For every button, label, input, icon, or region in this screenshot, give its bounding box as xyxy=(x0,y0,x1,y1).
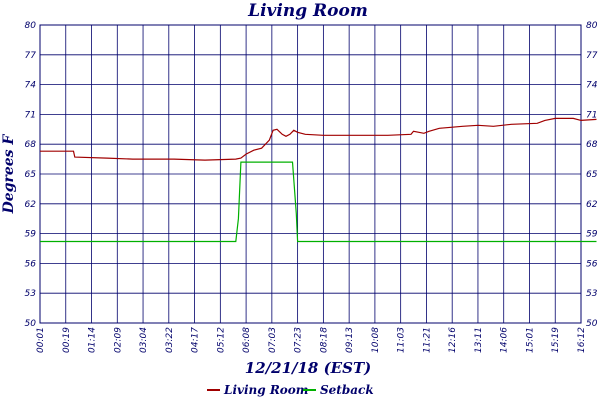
x-tick-label: 05:12 xyxy=(216,327,226,353)
x-axis-label: 12/21/18 (EST) xyxy=(245,359,371,377)
series-line-setback xyxy=(40,161,597,243)
x-tick-label: 01:14 xyxy=(88,327,98,353)
legend-label: Setback xyxy=(320,383,374,397)
y-axis-left: 50 53 56 59 62 65 68 71 74 77 80 xyxy=(25,21,37,329)
y-tick-label-right: 50 xyxy=(586,319,598,329)
x-tick-label: 08:18 xyxy=(319,327,329,353)
y-tick-label-right: 62 xyxy=(586,200,598,210)
y-tick-label-right: 80 xyxy=(586,21,598,31)
x-tick-label: 10:08 xyxy=(371,327,381,353)
y-tick-label-left: 56 xyxy=(25,259,37,269)
x-tick-label: 03:22 xyxy=(165,327,175,353)
y-tick-label-left: 68 xyxy=(25,140,37,150)
series-line-living-room xyxy=(40,117,597,161)
y-tick-label-right: 68 xyxy=(586,140,598,150)
x-tick-label: 12:16 xyxy=(448,327,458,353)
series-lines xyxy=(40,117,597,243)
x-tick-label: 16:12 xyxy=(577,327,587,353)
y-tick-label-left: 74 xyxy=(25,81,37,91)
x-tick-label: 02:09 xyxy=(113,327,123,353)
legend-label: Living Room xyxy=(223,383,309,397)
x-tick-label: 13:11 xyxy=(474,327,484,353)
y-tick-label-right: 71 xyxy=(586,110,597,120)
x-tick-label: 03:04 xyxy=(139,327,149,353)
x-tick-label: 00:19 xyxy=(62,327,72,353)
y-tick-label-left: 80 xyxy=(25,21,37,31)
x-tick-label: 07:03 xyxy=(268,327,278,353)
x-tick-label: 09:13 xyxy=(345,327,355,353)
y-tick-label-right: 77 xyxy=(586,51,598,61)
y-tick-label-left: 59 xyxy=(25,230,37,240)
x-axis: 00:01 00:19 01:14 02:09 03:04 03:22 04:17 05:12… xyxy=(36,327,587,353)
y-tick-label-right: 53 xyxy=(586,289,598,299)
y-tick-label-right: 74 xyxy=(586,81,598,91)
y-tick-label-left: 50 xyxy=(25,319,37,329)
y-tick-label-left: 62 xyxy=(25,200,37,210)
x-tick-label: 11:21 xyxy=(422,327,432,353)
x-tick-label: 11:03 xyxy=(397,327,407,353)
x-tick-label: 15:01 xyxy=(525,327,535,353)
grid-lines xyxy=(40,25,581,323)
x-tick-label: 07:23 xyxy=(294,327,304,353)
legend: Living Room Setback xyxy=(207,383,374,397)
y-tick-label-right: 59 xyxy=(586,230,598,240)
y-tick-label-left: 65 xyxy=(25,170,37,180)
y-tick-label-left: 71 xyxy=(25,110,36,120)
y-tick-label-right: 65 xyxy=(586,170,598,180)
y-tick-label-left: 53 xyxy=(25,289,37,299)
x-tick-label: 06:08 xyxy=(242,327,252,353)
x-tick-label: 00:01 xyxy=(36,327,46,353)
y-axis-right: 50 53 56 59 62 65 68 71 74 77 80 xyxy=(586,21,598,329)
x-tick-label: 14:06 xyxy=(500,327,510,353)
y-tick-label-right: 56 xyxy=(586,259,598,269)
y-axis-label: Degrees F xyxy=(1,134,17,215)
y-tick-label-left: 77 xyxy=(25,51,37,61)
x-tick-label: 15:19 xyxy=(551,327,561,353)
x-tick-label: 04:17 xyxy=(191,327,201,353)
chart-title: Living Room xyxy=(247,1,368,21)
